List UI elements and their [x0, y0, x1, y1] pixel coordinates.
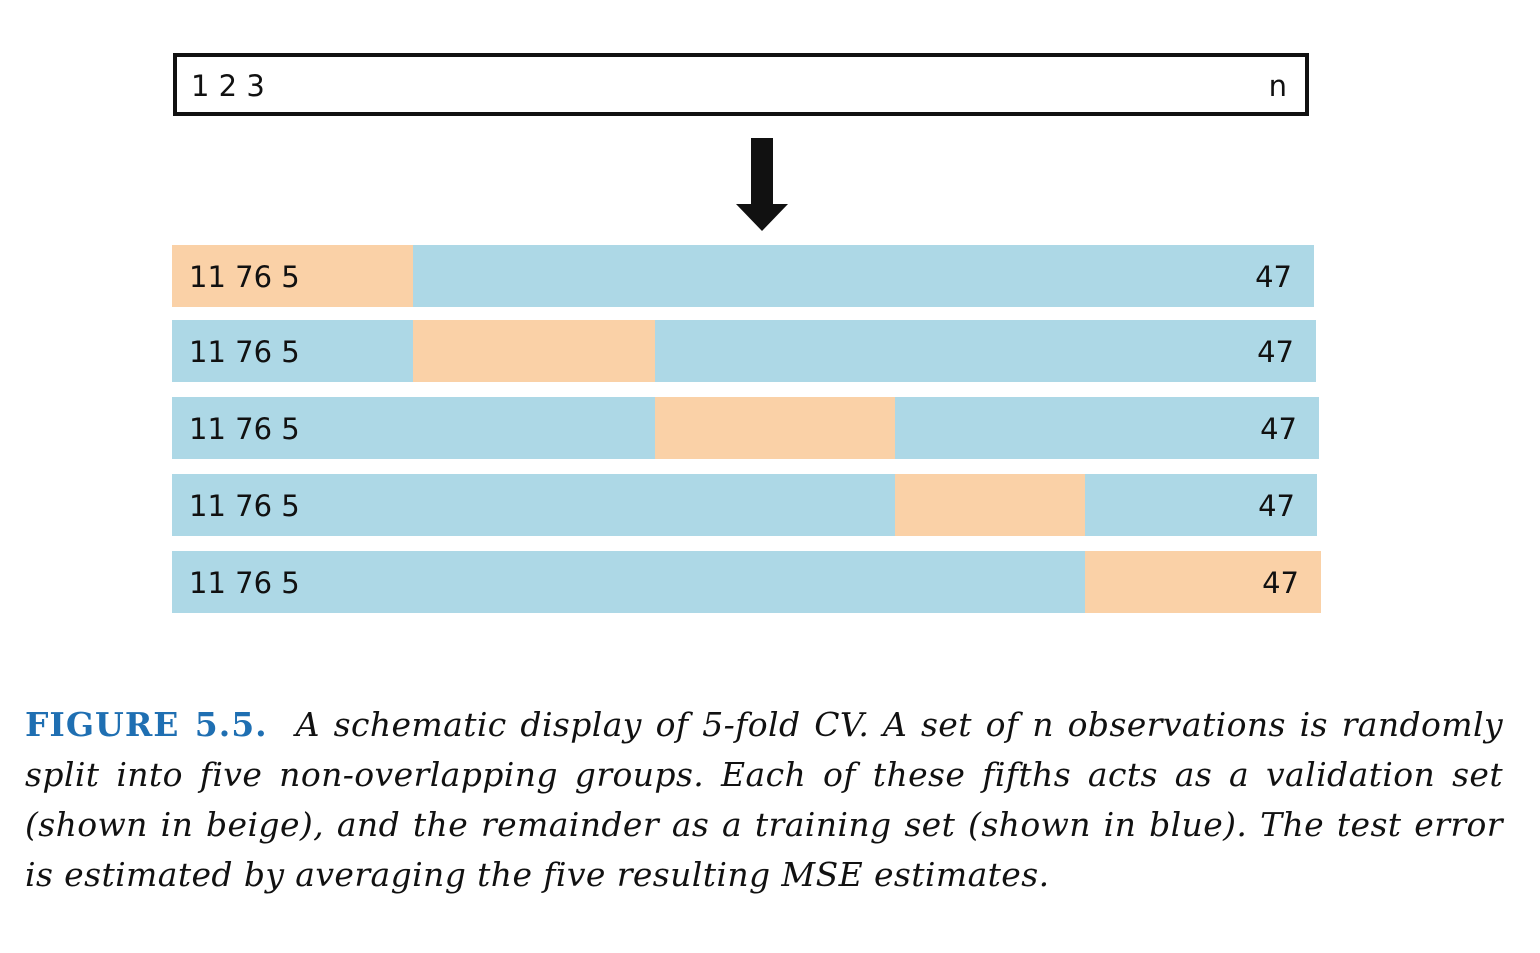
validation-segment — [413, 320, 655, 382]
training-segment — [172, 397, 655, 459]
fold-start-label: 11 76 5 — [189, 489, 300, 523]
observations-end-label: n — [1268, 69, 1287, 103]
figure-caption: FIGURE 5.5. A schematic display of 5-fold… — [25, 700, 1503, 900]
validation-segment — [895, 474, 1085, 536]
training-segment — [172, 320, 413, 382]
validation-segment — [172, 245, 413, 307]
fold-end-label: 47 — [1257, 335, 1294, 369]
fold-start-label: 11 76 5 — [189, 412, 300, 446]
fold-end-label: 47 — [1258, 489, 1295, 523]
fold-row-4: 11 76 5 47 — [172, 474, 1317, 536]
training-segment — [172, 474, 895, 536]
fold-start-label: 11 76 5 — [189, 566, 300, 600]
figure-caption-text: A schematic display of 5-fold CV. A set … — [25, 705, 1503, 894]
training-segment — [655, 320, 1316, 382]
training-segment — [172, 551, 1085, 613]
fold-row-3: 11 76 5 47 — [172, 397, 1319, 459]
fold-row-2: 11 76 5 47 — [172, 320, 1316, 382]
training-segment — [413, 245, 1314, 307]
validation-segment — [1085, 551, 1321, 613]
fold-start-label: 11 76 5 — [189, 260, 300, 294]
fold-end-label: 47 — [1255, 260, 1292, 294]
fold-row-5: 11 76 5 47 — [172, 551, 1321, 613]
down-arrow-icon — [736, 138, 788, 231]
fold-start-label: 11 76 5 — [189, 335, 300, 369]
training-segment — [1085, 474, 1317, 536]
training-segment — [895, 397, 1319, 459]
observations-start-label: 1 2 3 — [191, 69, 265, 103]
fold-end-label: 47 — [1262, 566, 1299, 600]
fold-row-1: 11 76 5 47 — [172, 245, 1314, 307]
figure-label: FIGURE 5.5. — [25, 705, 268, 744]
fold-end-label: 47 — [1260, 412, 1297, 446]
observations-box: 1 2 3 n — [173, 53, 1309, 116]
validation-segment — [655, 397, 895, 459]
